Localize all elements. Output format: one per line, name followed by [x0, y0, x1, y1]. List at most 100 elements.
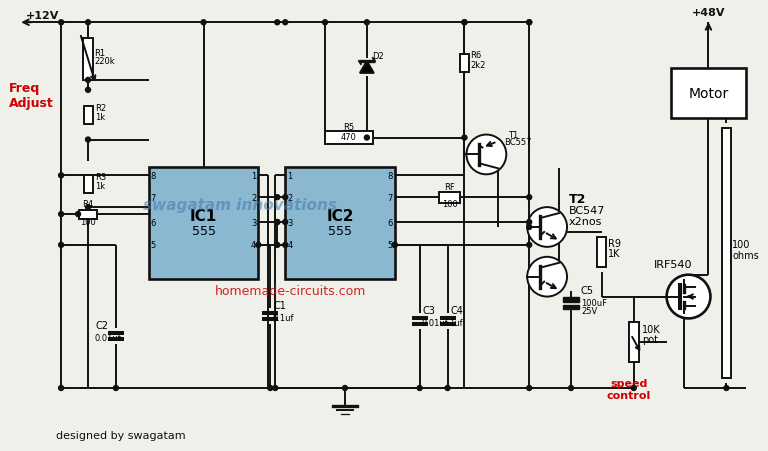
Circle shape — [275, 220, 280, 225]
Circle shape — [85, 78, 91, 83]
Text: C5: C5 — [581, 285, 594, 295]
Text: +48V: +48V — [692, 8, 725, 18]
Bar — [149, 168, 258, 279]
Bar — [439, 192, 461, 203]
Polygon shape — [360, 62, 374, 74]
Text: 2: 2 — [287, 193, 293, 202]
Text: 1uf: 1uf — [449, 319, 463, 328]
Text: R1: R1 — [94, 49, 105, 58]
Text: C2: C2 — [96, 321, 109, 331]
Circle shape — [364, 136, 369, 141]
Text: 1: 1 — [251, 171, 257, 180]
Text: 10K: 10K — [642, 325, 660, 335]
Text: BC557: BC557 — [505, 138, 531, 147]
Circle shape — [364, 21, 369, 26]
Text: 555: 555 — [328, 225, 352, 238]
Text: 25V: 25V — [581, 307, 598, 316]
Text: homemade-circuits.com: homemade-circuits.com — [214, 284, 366, 297]
Circle shape — [75, 212, 81, 217]
Circle shape — [527, 21, 531, 26]
Text: 2k2: 2k2 — [471, 61, 486, 70]
Text: 100: 100 — [80, 217, 96, 226]
Circle shape — [275, 195, 280, 200]
Circle shape — [283, 21, 288, 26]
Circle shape — [256, 243, 261, 248]
Text: 0.01uf: 0.01uf — [422, 319, 449, 328]
Text: 7: 7 — [387, 193, 392, 202]
Circle shape — [58, 386, 64, 391]
Bar — [84, 176, 92, 194]
Text: D2: D2 — [372, 52, 383, 61]
Text: 4: 4 — [287, 241, 293, 250]
Text: IC1: IC1 — [190, 208, 217, 223]
Text: 555: 555 — [191, 225, 216, 238]
Bar — [670, 69, 746, 119]
Text: 100: 100 — [733, 239, 751, 249]
Bar — [325, 131, 372, 145]
Bar — [563, 305, 579, 310]
Text: C1: C1 — [273, 301, 286, 311]
Text: R9: R9 — [607, 238, 621, 249]
Circle shape — [568, 386, 574, 391]
Bar — [460, 55, 469, 73]
Text: 1k: 1k — [95, 182, 105, 191]
Text: T2: T2 — [569, 193, 587, 206]
Text: IC2: IC2 — [326, 208, 354, 223]
Text: R4: R4 — [82, 200, 94, 209]
Bar — [598, 237, 607, 267]
Circle shape — [268, 386, 273, 391]
Circle shape — [85, 205, 91, 210]
Text: 1k: 1k — [95, 112, 105, 121]
Circle shape — [527, 243, 531, 248]
Text: ohms: ohms — [733, 250, 759, 260]
Circle shape — [58, 212, 64, 217]
Text: pot: pot — [642, 335, 657, 345]
Circle shape — [323, 21, 327, 26]
Circle shape — [273, 386, 278, 391]
Circle shape — [631, 386, 636, 391]
Circle shape — [527, 207, 567, 247]
Bar — [722, 129, 731, 378]
Text: 8: 8 — [387, 171, 392, 180]
Circle shape — [283, 243, 288, 248]
Text: 3: 3 — [251, 218, 257, 227]
Circle shape — [527, 21, 531, 26]
Text: Freq
Adjust: Freq Adjust — [9, 82, 54, 110]
Circle shape — [85, 21, 91, 26]
Circle shape — [283, 220, 288, 225]
Circle shape — [462, 136, 467, 141]
Bar — [84, 106, 92, 124]
Circle shape — [275, 21, 280, 26]
Text: speed
control: speed control — [607, 378, 651, 400]
Bar — [629, 322, 638, 362]
Text: 2: 2 — [251, 193, 257, 202]
Text: 0.1uf: 0.1uf — [273, 314, 294, 323]
Text: 1: 1 — [287, 171, 293, 180]
Circle shape — [462, 21, 467, 26]
Circle shape — [85, 88, 91, 93]
Circle shape — [392, 243, 397, 248]
Text: 100: 100 — [442, 200, 458, 209]
Circle shape — [466, 135, 506, 175]
Circle shape — [201, 21, 206, 26]
Text: 1K: 1K — [607, 248, 621, 258]
Text: 7: 7 — [151, 193, 156, 202]
Circle shape — [527, 195, 531, 200]
Text: 220k: 220k — [94, 57, 114, 66]
Text: 3: 3 — [287, 218, 293, 227]
Circle shape — [114, 386, 118, 391]
Text: C4: C4 — [451, 306, 463, 316]
Text: designed by swagatam: designed by swagatam — [56, 430, 186, 440]
Text: R3: R3 — [95, 173, 106, 182]
Text: Motor: Motor — [688, 87, 729, 101]
Text: 5: 5 — [388, 241, 392, 250]
Text: 8: 8 — [151, 171, 156, 180]
Text: +12V: +12V — [26, 11, 60, 21]
Text: x2nos: x2nos — [569, 216, 602, 226]
Text: swagatam innovations: swagatam innovations — [144, 198, 337, 212]
Circle shape — [275, 220, 280, 225]
Text: 5: 5 — [151, 241, 156, 250]
Text: R6: R6 — [471, 51, 482, 60]
Circle shape — [667, 275, 710, 319]
Text: 6: 6 — [387, 218, 392, 227]
